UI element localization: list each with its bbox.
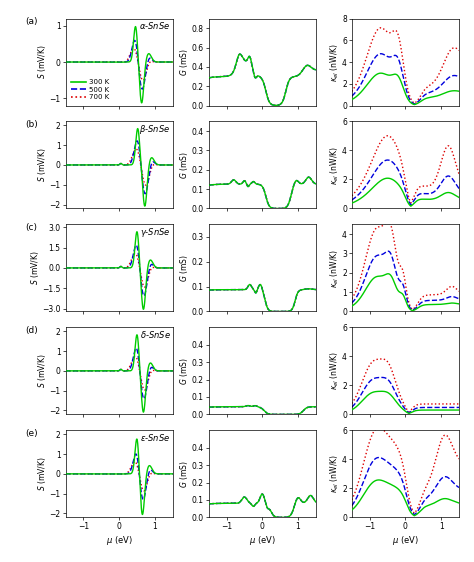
Text: $\varepsilon$-SnSe: $\varepsilon$-SnSe [140,432,171,443]
Text: (a): (a) [25,17,37,26]
X-axis label: $\mu$ (eV): $\mu$ (eV) [106,534,133,547]
Y-axis label: $S$ (mV/K): $S$ (mV/K) [36,44,48,79]
Y-axis label: $\kappa_{el}$ (nW/K): $\kappa_{el}$ (nW/K) [328,351,341,391]
Y-axis label: $S$ (mV/K): $S$ (mV/K) [36,353,48,388]
Y-axis label: $G$ (mS): $G$ (mS) [178,460,190,488]
Y-axis label: $\kappa_{el}$ (nW/K): $\kappa_{el}$ (nW/K) [328,454,341,493]
Y-axis label: $S$ (mV/K): $S$ (mV/K) [36,456,48,491]
Text: $\beta$-SnSe: $\beta$-SnSe [139,123,171,136]
Text: (b): (b) [25,120,37,129]
X-axis label: $\mu$ (eV): $\mu$ (eV) [249,534,276,547]
Legend: 300 K, 500 K, 700 K: 300 K, 500 K, 700 K [69,77,111,102]
Text: (e): (e) [25,429,37,438]
Text: $\alpha$-SnSe: $\alpha$-SnSe [139,20,171,31]
Y-axis label: $\kappa_{el}$ (nW/K): $\kappa_{el}$ (nW/K) [328,42,341,81]
Y-axis label: $G$ (mS): $G$ (mS) [178,151,190,179]
Text: (d): (d) [25,325,37,334]
Text: $\gamma$-SnSe: $\gamma$-SnSe [140,226,171,239]
Text: (c): (c) [25,223,37,232]
Y-axis label: $G$ (mS): $G$ (mS) [178,254,190,282]
Y-axis label: $S$ (mV/K): $S$ (mV/K) [36,148,48,182]
Y-axis label: $G$ (mS): $G$ (mS) [178,48,190,76]
Y-axis label: $G$ (mS): $G$ (mS) [178,357,190,385]
Y-axis label: $\kappa_{el}$ (nW/K): $\kappa_{el}$ (nW/K) [328,248,341,288]
X-axis label: $\mu$ (eV): $\mu$ (eV) [392,534,419,547]
Y-axis label: $\kappa_{el}$ (nW/K): $\kappa_{el}$ (nW/K) [328,146,341,184]
Y-axis label: $S$ (mV/K): $S$ (mV/K) [29,251,41,285]
Text: $\delta$-SnSe: $\delta$-SnSe [140,329,171,340]
